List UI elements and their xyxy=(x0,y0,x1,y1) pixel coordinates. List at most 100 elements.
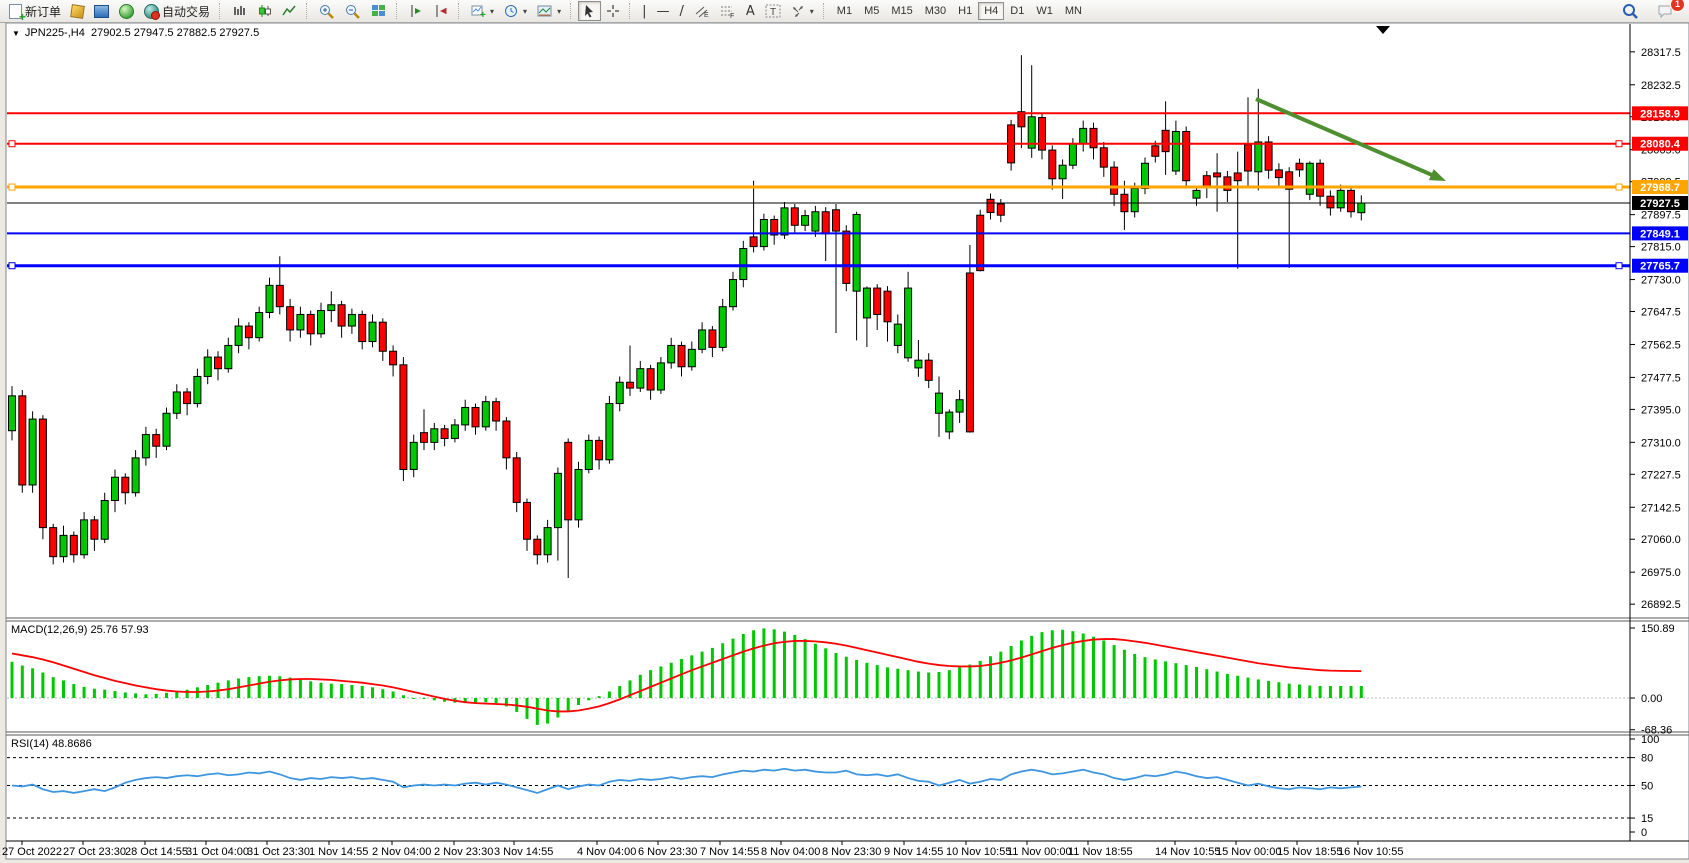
candle-body xyxy=(1326,195,1335,209)
templates-button[interactable]: ▾ xyxy=(532,1,566,21)
candle-body xyxy=(38,418,47,529)
data-window-button[interactable] xyxy=(89,1,114,21)
macd-signal-value: 57.93 xyxy=(121,624,149,636)
vertical-line-tool[interactable]: | xyxy=(637,1,651,21)
toolbar-separator xyxy=(458,3,462,19)
channel-icon: E xyxy=(695,6,709,18)
timeframe-D1[interactable]: D1 xyxy=(1004,2,1030,20)
fibonacci-tool[interactable]: F xyxy=(715,1,741,21)
candle-body xyxy=(1192,189,1201,199)
tile-windows-button[interactable] xyxy=(366,1,392,21)
macd-histogram-bar xyxy=(669,662,673,698)
macd-histogram-bar xyxy=(824,648,828,698)
timeframe-H1[interactable]: H1 xyxy=(952,2,978,20)
text-label-tool[interactable]: T xyxy=(760,1,786,21)
macd-histogram-bar xyxy=(566,698,570,711)
line-chart-icon xyxy=(282,5,296,16)
text-tool[interactable]: A xyxy=(741,1,760,21)
trend-arrow-head[interactable] xyxy=(1428,169,1446,181)
x-axis-label: 14 Nov 10:55 xyxy=(1155,846,1220,858)
navigator-button[interactable] xyxy=(114,1,139,21)
timeframe-W1[interactable]: W1 xyxy=(1030,2,1059,20)
candle-body xyxy=(172,391,181,414)
price-tick-label: 27647.5 xyxy=(1641,307,1681,319)
zoom-out-button[interactable] xyxy=(340,1,366,21)
line-chart-button[interactable] xyxy=(277,1,302,21)
macd-histogram-bar xyxy=(1205,669,1209,698)
bar-chart-icon xyxy=(234,6,245,15)
symbol-dropdown-icon[interactable]: ▼ xyxy=(12,29,20,38)
bar-chart-button[interactable] xyxy=(227,1,252,21)
x-axis-label: 11 Nov 00:00 xyxy=(1007,846,1072,858)
new-order-button[interactable]: 新订单 xyxy=(4,1,66,24)
autotrading-label: 自动交易 xyxy=(162,4,211,19)
chart-background[interactable] xyxy=(5,22,1689,860)
x-axis-label: 7 Nov 14:55 xyxy=(700,846,759,858)
timeframe-M30[interactable]: M30 xyxy=(919,2,952,20)
timeframe-MN[interactable]: MN xyxy=(1059,2,1088,20)
chart-shift-button[interactable] xyxy=(429,1,454,21)
trend-arrow-shaft[interactable] xyxy=(1255,97,1438,179)
candle-body xyxy=(1058,164,1067,180)
x-axis-label: 8 Nov 23:30 xyxy=(822,846,881,858)
periods-button[interactable]: ▾ xyxy=(499,1,532,21)
candle-body xyxy=(1171,130,1180,172)
timeframe-M1[interactable]: M1 xyxy=(831,2,858,20)
arrows-tool[interactable]: ▾ xyxy=(786,1,819,21)
x-axis-label: 3 Nov 14:55 xyxy=(494,846,553,858)
macd-histogram-bar xyxy=(1081,633,1085,698)
hline-handle[interactable] xyxy=(1615,262,1623,270)
price-tick-label: 27395.0 xyxy=(1641,404,1681,416)
crosshair-tool-button[interactable] xyxy=(601,1,625,21)
rsi-name: RSI(14) xyxy=(11,738,49,750)
auto-scroll-button[interactable] xyxy=(404,1,429,21)
channel-tool[interactable]: E xyxy=(689,1,715,21)
macd-histogram-bar xyxy=(628,680,632,698)
macd-signal-line xyxy=(11,638,1362,713)
candle-body xyxy=(1233,172,1242,182)
macd-histogram-bar xyxy=(237,678,241,698)
autotrading-button[interactable]: 自动交易 xyxy=(139,1,215,21)
hline-handle[interactable] xyxy=(1615,183,1623,191)
timeframe-M5[interactable]: M5 xyxy=(858,2,885,20)
hline-handle[interactable] xyxy=(8,262,16,270)
zoom-in-button[interactable] xyxy=(314,1,340,21)
hline-handle[interactable] xyxy=(8,140,16,148)
macd-histogram-bar xyxy=(875,665,879,698)
clock-icon xyxy=(505,5,518,17)
x-axis-label: 15 Nov 18:55 xyxy=(1277,846,1342,858)
notifications-button[interactable]: 1 xyxy=(1652,0,1685,21)
timeframe-M15[interactable]: M15 xyxy=(885,2,918,20)
cursor-tool-button[interactable] xyxy=(578,1,602,21)
horizontal-line-tool[interactable]: — xyxy=(651,1,674,21)
x-axis-label: 31 Oct 23:30 xyxy=(247,846,310,858)
x-axis-label: 9 Nov 14:55 xyxy=(884,846,943,858)
trendline-tool[interactable]: / xyxy=(674,1,688,21)
candle-body xyxy=(1295,162,1304,171)
candle-body xyxy=(440,428,449,439)
macd-histogram-bar xyxy=(813,643,817,698)
candle-body xyxy=(924,359,933,381)
macd-histogram-bar xyxy=(401,695,405,698)
timeframe-H4[interactable]: H4 xyxy=(978,2,1005,20)
hline-handle[interactable] xyxy=(8,183,16,191)
hline-handle[interactable] xyxy=(1615,140,1623,148)
search-button[interactable] xyxy=(1617,1,1644,21)
candlestick-chart-button[interactable] xyxy=(252,1,277,21)
macd-histogram-bar xyxy=(1092,636,1095,698)
market-watch-button[interactable] xyxy=(66,1,89,21)
candle-body xyxy=(945,411,954,433)
macd-histogram-bar xyxy=(525,698,529,719)
chart-shift-marker[interactable] xyxy=(1376,26,1390,34)
candle-body xyxy=(996,203,1005,216)
macd-histogram-bar xyxy=(741,633,745,698)
macd-histogram-bar xyxy=(1019,640,1023,698)
data-window-icon xyxy=(94,4,110,18)
x-axis-label: 15 Nov 00:00 xyxy=(1216,846,1281,858)
macd-histogram-bar xyxy=(680,659,683,698)
svg-text:+: + xyxy=(480,10,486,18)
macd-histogram-bar xyxy=(371,687,374,698)
new-chart-button[interactable]: + ▾ xyxy=(466,1,499,21)
